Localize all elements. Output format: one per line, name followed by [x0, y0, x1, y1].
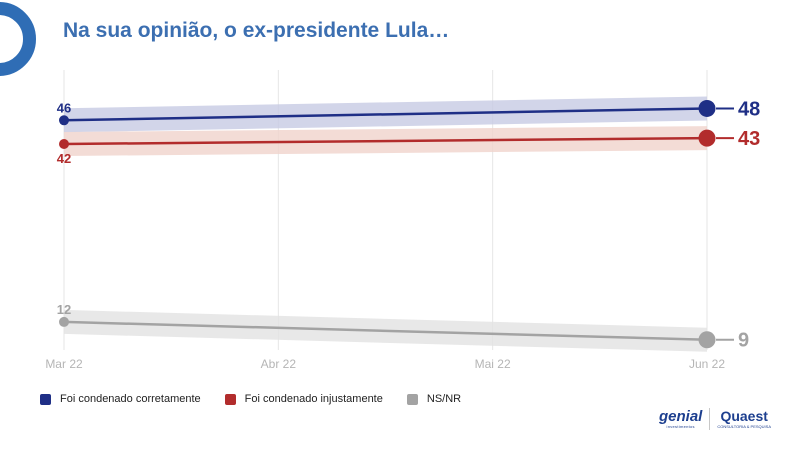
series-point-end-2: [698, 331, 716, 349]
quaest-logo: Quaest CONSULTORIA & PESQUISA: [717, 408, 772, 430]
x-tick-label-2: Mai 22: [475, 357, 511, 371]
legend-label-nsnr: NS/NR: [426, 393, 462, 405]
series-point-start-1: [59, 139, 69, 150]
data-label-start-0: 46: [57, 100, 71, 115]
page-title: Na sua opinião, o ex-presidente Lula…: [63, 19, 450, 42]
x-tick-label-1: Abr 22: [261, 357, 297, 371]
logo-separator: [709, 408, 711, 430]
genial-logo-word: genial: [659, 408, 703, 425]
footer-logos: genial investimentos Quaest CONSULTORIA …: [659, 408, 771, 430]
series-line-2: [63, 320, 708, 341]
series-point-end-1: [698, 129, 716, 147]
legend-label-corretamente: Foi condenado corretamente: [60, 393, 201, 405]
series-line-1: [63, 136, 708, 146]
data-label-start-2: 12: [57, 302, 71, 317]
genial-logo-sub: investimentos: [666, 424, 695, 429]
series-point-start-0: [59, 115, 69, 126]
legend-item-corretamente: Foi condenado corretamente: [40, 393, 201, 405]
legend-label-injustamente: Foi condenado injustamente: [244, 393, 383, 405]
genial-logo: genial investimentos: [659, 409, 702, 429]
quaest-logo-sub: CONSULTORIA & PESQUISA: [717, 424, 772, 429]
data-label-end-0: 48: [738, 98, 760, 120]
legend-swatch-nsnr: [406, 393, 418, 405]
series-line-0: [63, 107, 708, 122]
legend-item-nsnr: NS/NR: [406, 393, 462, 405]
series-point-end-0: [698, 99, 716, 117]
series-point-start-2: [59, 316, 69, 327]
data-label-end-1: 43: [738, 128, 760, 150]
data-label-start-1: 42: [57, 151, 71, 166]
data-label-end-2: 9: [738, 330, 749, 352]
legend-swatch-corretamente: [40, 393, 51, 405]
legend-item-injustamente: Foi condenado injustamente: [224, 393, 383, 405]
x-tick-label-0: Mar 22: [45, 357, 83, 371]
quaest-logo-word: Quaest: [720, 408, 768, 424]
x-tick-label-3: Jun 22: [689, 357, 725, 371]
legend-swatch-injustamente: [224, 393, 236, 405]
chart-legend: Foi condenado corretamente Foi condenado…: [40, 393, 485, 405]
